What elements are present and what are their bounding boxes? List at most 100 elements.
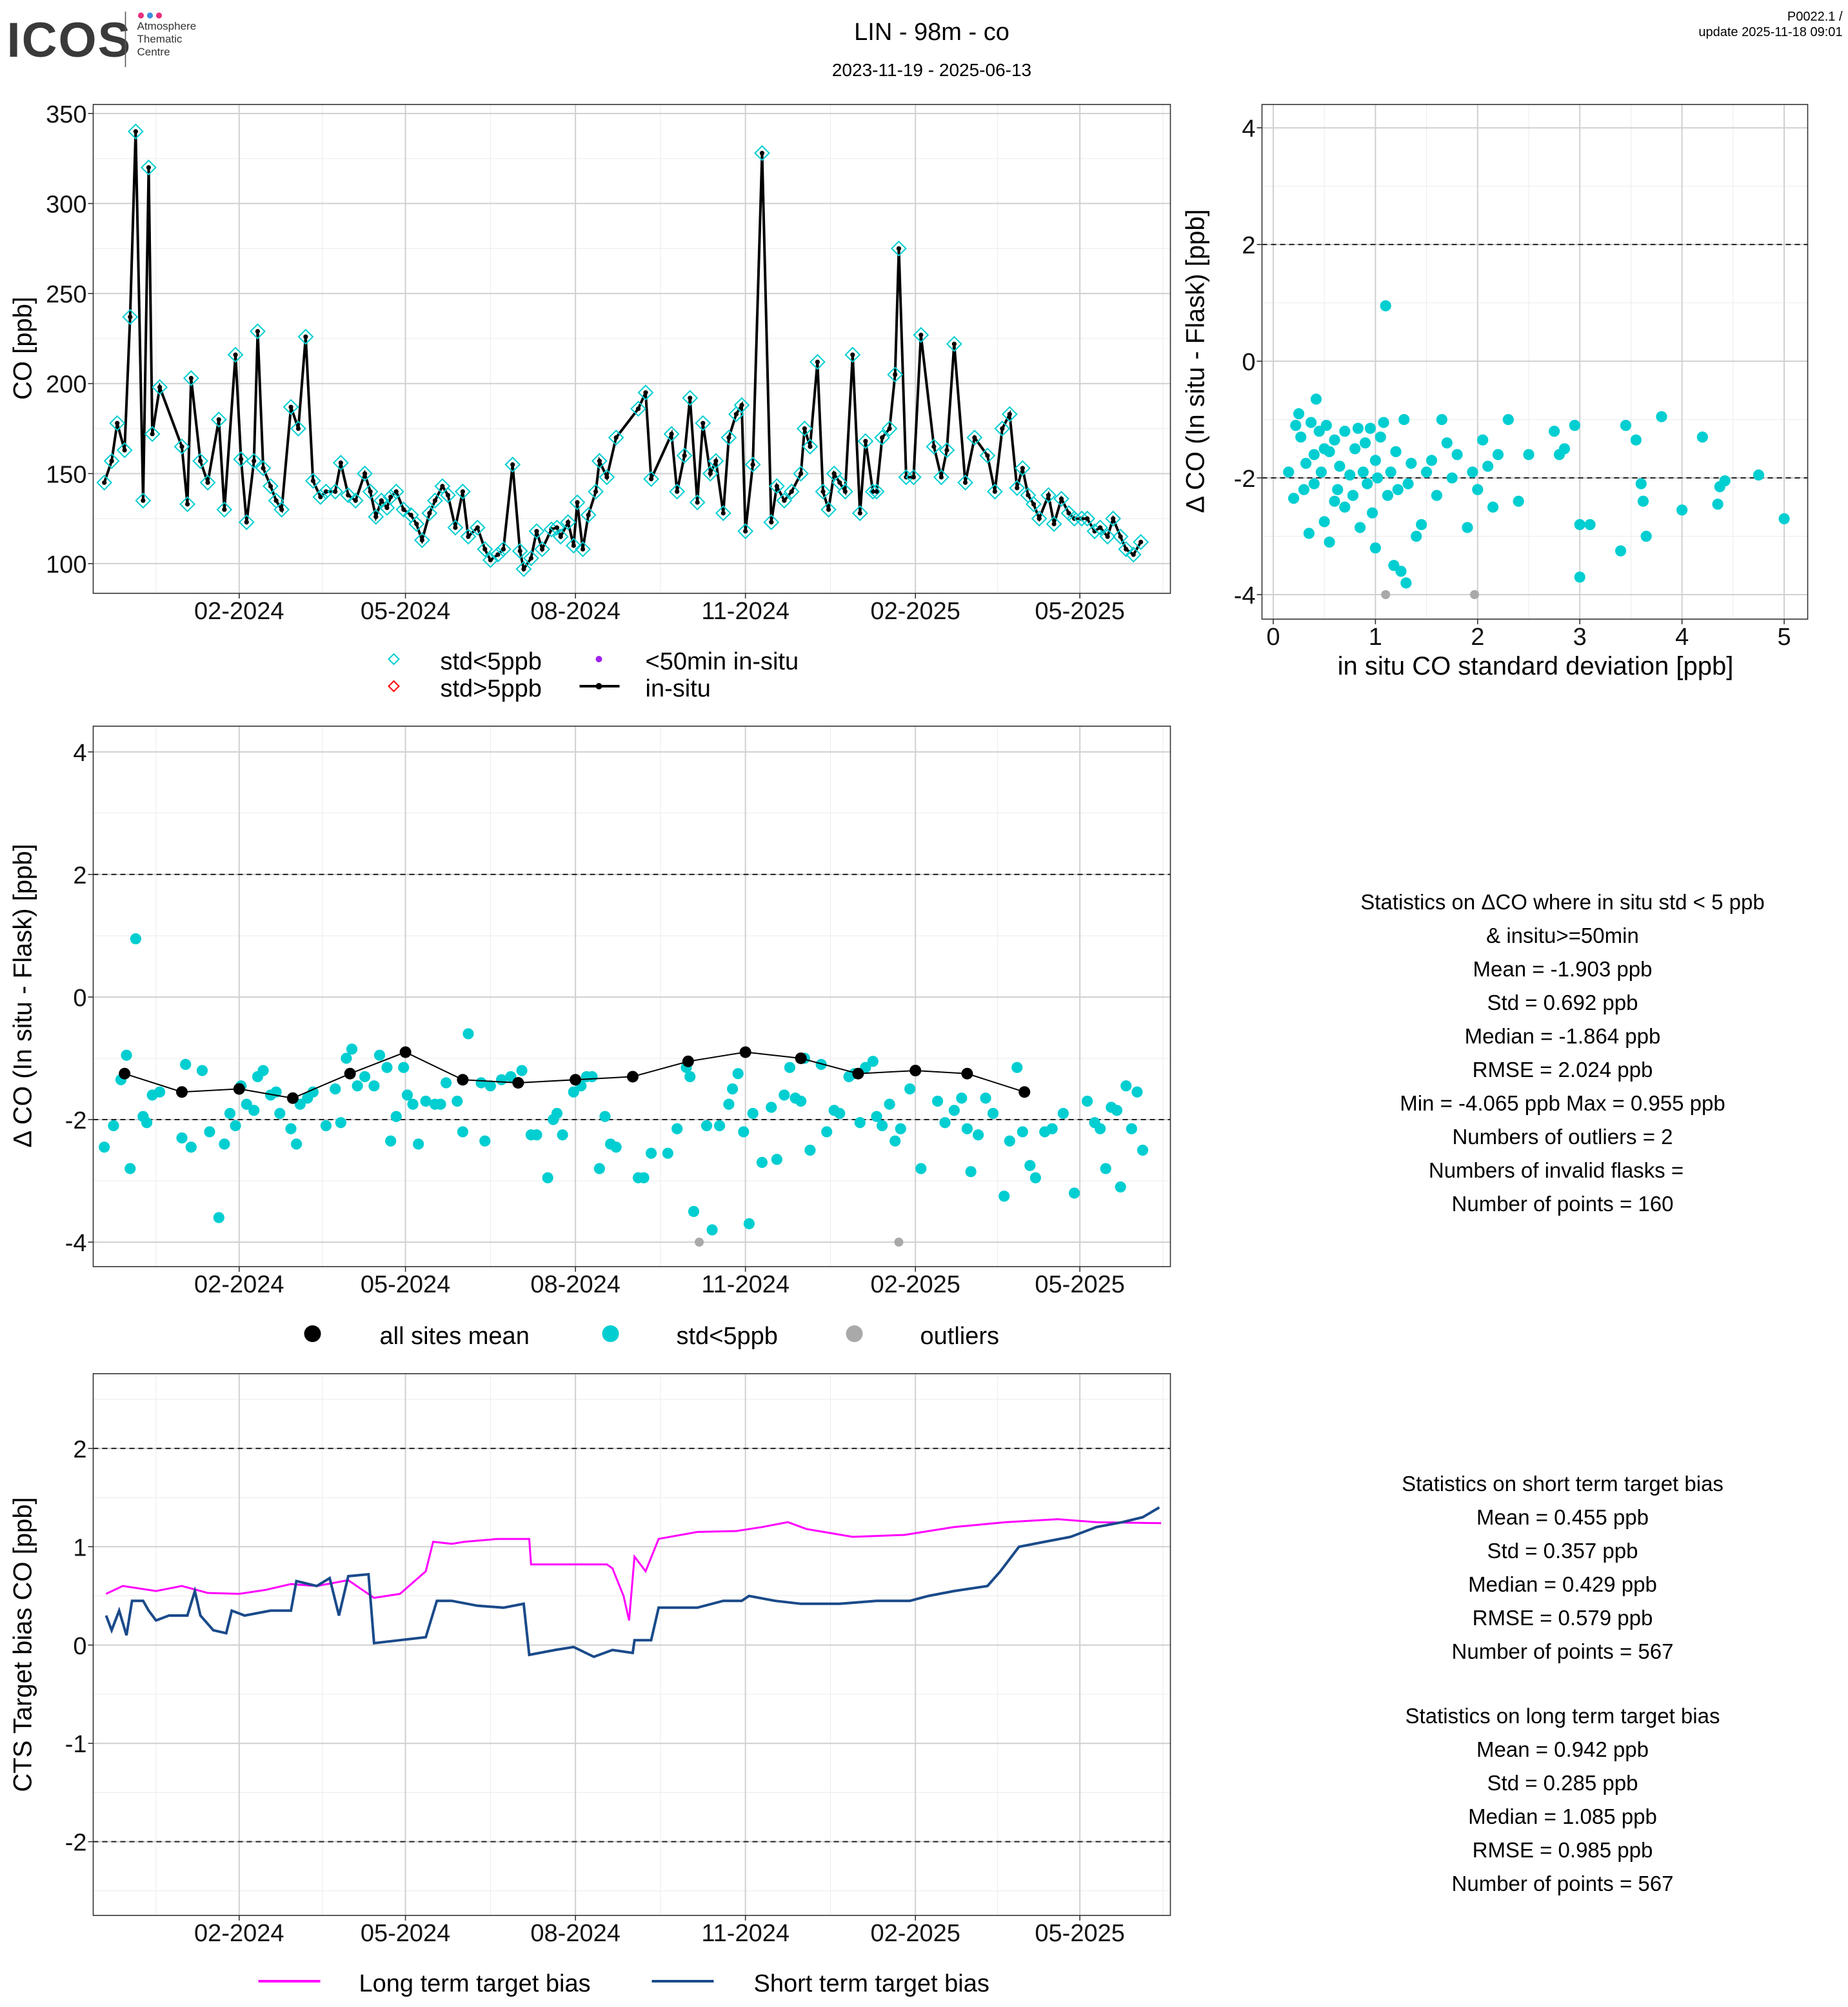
- logo-text: ICOS: [7, 13, 132, 68]
- insitu-point: [460, 489, 465, 494]
- delta-point: [176, 1132, 188, 1144]
- insitu-point: [501, 546, 506, 552]
- flask-diamond-marker: [312, 489, 329, 506]
- scatter-point: [1324, 446, 1335, 457]
- flask-diamond-marker: [933, 469, 949, 486]
- logo-sub-1: Atmosphere: [137, 20, 197, 32]
- delta-point: [130, 933, 141, 945]
- delta-point: [884, 1098, 895, 1110]
- insitu-point: [323, 489, 329, 494]
- mean-point: [961, 1067, 973, 1080]
- insitu-point: [842, 489, 848, 494]
- stats-delta-outliers: Numbers of outliers = 2: [1452, 1125, 1673, 1149]
- flask-diamond-marker: [1105, 510, 1122, 527]
- delta-point: [915, 1163, 927, 1174]
- scatter-point: [1696, 431, 1708, 443]
- delta-point: [551, 1107, 563, 1120]
- flask-diamond-marker: [290, 420, 306, 437]
- insitu-point: [880, 435, 885, 440]
- insitu-point: [1118, 534, 1123, 539]
- scatter-point: [1329, 495, 1340, 507]
- mean-point: [344, 1067, 356, 1080]
- insitu-point: [205, 480, 210, 485]
- insitu-point: [874, 489, 879, 494]
- flask-diamond-marker: [144, 426, 161, 442]
- delta-point: [1029, 1172, 1041, 1183]
- delta-point: [542, 1172, 553, 1183]
- insitu-point: [239, 457, 244, 462]
- stats-long: Statistics on long term target bias Mean…: [1406, 1704, 1720, 1895]
- flask-diamond-marker: [174, 439, 190, 455]
- delta-point: [484, 1080, 496, 1092]
- flask-diamond-marker: [643, 471, 659, 488]
- insitu-point: [353, 498, 358, 503]
- flask-diamond-marker: [283, 399, 299, 415]
- version-label: P0022.1 /: [1787, 10, 1843, 24]
- outlier-point: [1470, 590, 1480, 599]
- delta-point: [479, 1135, 491, 1147]
- stats-long-points: Number of points = 567: [1452, 1872, 1674, 1895]
- flask-diamond-marker: [477, 541, 493, 558]
- delta-point: [352, 1080, 363, 1092]
- scatter-point: [1620, 420, 1632, 431]
- flask-diamond-marker: [109, 415, 126, 431]
- insitu-point: [534, 529, 539, 534]
- stats-short-std: Std = 0.357 ppb: [1487, 1539, 1638, 1563]
- stats-short: Statistics on short term target bias Mea…: [1402, 1472, 1724, 1663]
- flask-diamond-marker: [388, 483, 404, 500]
- delta-point: [516, 1065, 528, 1076]
- flask-diamond-marker: [744, 456, 761, 473]
- delta-point: [747, 1107, 759, 1120]
- insitu-point: [713, 459, 719, 464]
- flask-diamond-marker: [715, 505, 731, 522]
- x-tick-label: 2: [1471, 624, 1484, 651]
- flask-diamond-marker: [490, 546, 506, 563]
- delta-point: [401, 1089, 413, 1101]
- delta-point: [368, 1080, 380, 1092]
- insitu-point: [1058, 496, 1064, 502]
- flask-diamond-marker: [116, 442, 133, 459]
- x-tick-label: 05-2024: [361, 598, 450, 625]
- insitu-point: [268, 484, 273, 489]
- x-tick-label: 3: [1573, 624, 1587, 651]
- scatter-point: [1354, 522, 1366, 533]
- scatter-point: [1472, 484, 1484, 495]
- insitu-point: [222, 507, 227, 512]
- insitu-point: [826, 507, 831, 512]
- stats-delta-subtitle: & insitu>=50min: [1486, 924, 1639, 947]
- flask-diamond-marker: [720, 430, 737, 446]
- insitu-point: [1098, 525, 1103, 530]
- delta-point: [662, 1147, 673, 1159]
- scatter-point: [1431, 489, 1443, 501]
- insitu-point: [244, 520, 249, 525]
- insitu-point: [453, 525, 458, 530]
- insitu-point: [510, 462, 515, 467]
- x-tick-label: 05-2024: [361, 1920, 450, 1947]
- flask-diamond-marker: [669, 483, 686, 500]
- delta-point: [407, 1098, 419, 1110]
- insitu-point: [128, 314, 133, 320]
- flask-diamond-marker: [1046, 516, 1062, 532]
- flask-diamond-marker: [1079, 510, 1096, 527]
- delta-point: [784, 1062, 796, 1073]
- mean-point: [175, 1086, 188, 1098]
- stats-short-title: Statistics on short term target bias: [1402, 1472, 1724, 1496]
- flask-diamond-marker: [1118, 541, 1135, 558]
- y-tick-label: 250: [46, 281, 86, 308]
- insitu-point: [733, 411, 739, 417]
- insitu-point: [985, 453, 990, 459]
- insitu-point: [482, 546, 488, 552]
- scatter-point: [1400, 577, 1412, 589]
- outlier-point: [695, 1237, 704, 1247]
- insitu-point: [720, 511, 726, 516]
- insitu-point: [643, 390, 648, 395]
- flask-diamond-marker: [802, 439, 819, 455]
- delta-point: [766, 1102, 777, 1113]
- flask-diamond-marker: [152, 379, 168, 395]
- insitu-point: [1124, 546, 1129, 552]
- flask-diamond-marker: [1040, 487, 1057, 504]
- delta-point: [1081, 1095, 1093, 1107]
- scatter-point: [1339, 501, 1351, 513]
- insitu-point: [466, 534, 471, 539]
- legend-cyan-dot: [602, 1325, 619, 1342]
